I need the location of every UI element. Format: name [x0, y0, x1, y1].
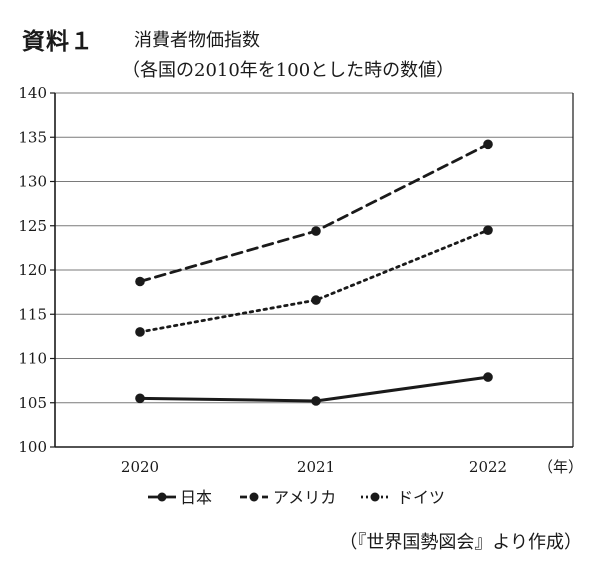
- y-tick-label: 125: [18, 217, 47, 235]
- chart-subtitle: （各国の2010年を100とした時の数値）: [122, 60, 455, 81]
- x-tick-label: 2022: [469, 458, 507, 476]
- y-tick-label: 130: [18, 173, 47, 191]
- y-tick-label: 140: [18, 84, 47, 102]
- y-tick-label: 115: [18, 305, 47, 323]
- legend-marker: [249, 492, 259, 502]
- y-tick-label: 110: [18, 350, 47, 368]
- y-tick-labels: 100 105 110 115 120 125 130 135 140: [18, 84, 47, 456]
- series-line-1: [138, 142, 490, 283]
- data-point: [135, 327, 145, 337]
- data-point: [135, 276, 145, 287]
- y-tick-label: 105: [18, 394, 47, 412]
- series-line-2: [138, 228, 490, 334]
- x-axis-unit: （年）: [538, 458, 583, 476]
- legend: 日本 アメリカ ドイツ: [148, 488, 445, 507]
- figure-label: 資料１: [22, 29, 94, 55]
- data-point: [311, 295, 321, 305]
- data-point: [483, 139, 493, 150]
- data-point: [483, 225, 493, 235]
- x-tick-labels: 2020 2021 2022 （年）: [121, 458, 583, 476]
- data-point: [483, 372, 493, 382]
- grid-lines: [55, 92, 573, 448]
- legend-label: 日本: [180, 488, 212, 507]
- y-tick-label: 135: [18, 128, 47, 146]
- legend-marker: [370, 492, 380, 502]
- legend-label: アメリカ: [273, 488, 336, 507]
- x-tick-label: 2020: [121, 458, 159, 476]
- y-tick-label: 120: [18, 261, 47, 279]
- chart-title: 消費者物価指数: [134, 30, 260, 51]
- x-tick-label: 2021: [297, 458, 335, 476]
- data-point: [135, 393, 145, 404]
- legend-label: ドイツ: [397, 488, 445, 507]
- series-lines: [135, 139, 493, 406]
- axes: [50, 92, 574, 448]
- source-note: （『世界国勢図会』より作成）: [339, 532, 582, 553]
- legend-marker: [157, 492, 167, 502]
- y-tick-label: 100: [18, 438, 47, 456]
- data-point: [311, 226, 321, 236]
- data-point: [311, 396, 321, 406]
